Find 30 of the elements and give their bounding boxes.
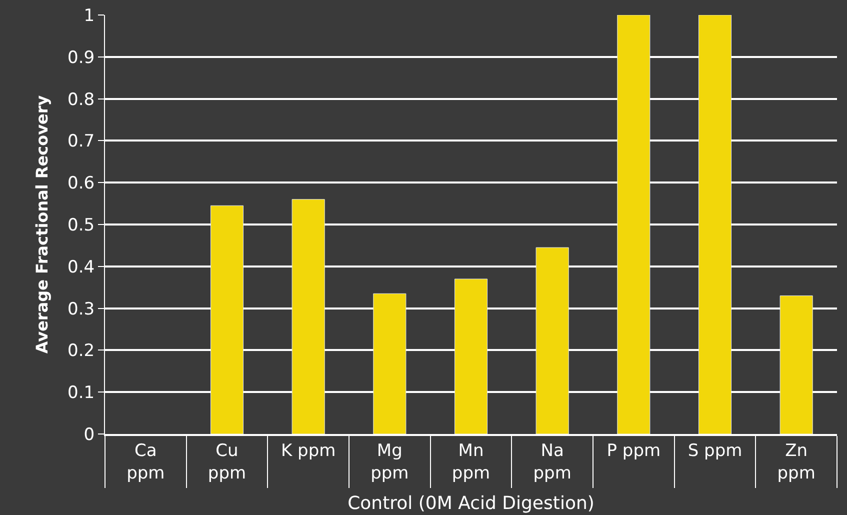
- y-tick-label: 0.7: [68, 132, 95, 152]
- x-tick-label: P ppm: [606, 441, 661, 462]
- y-axis-title: Average Fractional Recovery: [32, 94, 52, 354]
- y-tick-label: 0.5: [68, 215, 95, 236]
- x-tick-label: Mn ppm: [452, 441, 490, 484]
- x-tick-label: Cu ppm: [208, 441, 246, 484]
- y-tick-label: 0.1: [68, 383, 95, 404]
- bar: [617, 15, 650, 434]
- bar: [210, 205, 244, 434]
- x-tick-label: Na ppm: [533, 441, 572, 484]
- x-tick-label: Zn ppm: [777, 441, 816, 484]
- y-tick-label: 0.3: [68, 299, 95, 320]
- y-tick-label: 0.8: [68, 90, 95, 110]
- bar: [373, 293, 406, 434]
- y-tick-label: 0: [84, 424, 95, 445]
- x-tick-label: S ppm: [688, 441, 742, 462]
- bar: [780, 295, 813, 434]
- x-tick-label: Mg ppm: [370, 441, 409, 484]
- bar: [698, 15, 732, 434]
- bar: [536, 247, 569, 434]
- x-tick-label: K ppm: [280, 441, 336, 462]
- x-tick-label: Ca ppm: [126, 441, 165, 484]
- y-tick-label: 0.6: [68, 174, 95, 194]
- bar: [292, 199, 325, 434]
- y-tick-label: 1: [84, 6, 95, 26]
- y-tick-label: 0.9: [68, 48, 95, 68]
- bar: [454, 278, 488, 434]
- x-axis-title: Control (0M Acid Digestion): [348, 492, 594, 514]
- y-tick-label: 0.4: [68, 257, 95, 278]
- y-tick-label: 0.2: [68, 341, 95, 362]
